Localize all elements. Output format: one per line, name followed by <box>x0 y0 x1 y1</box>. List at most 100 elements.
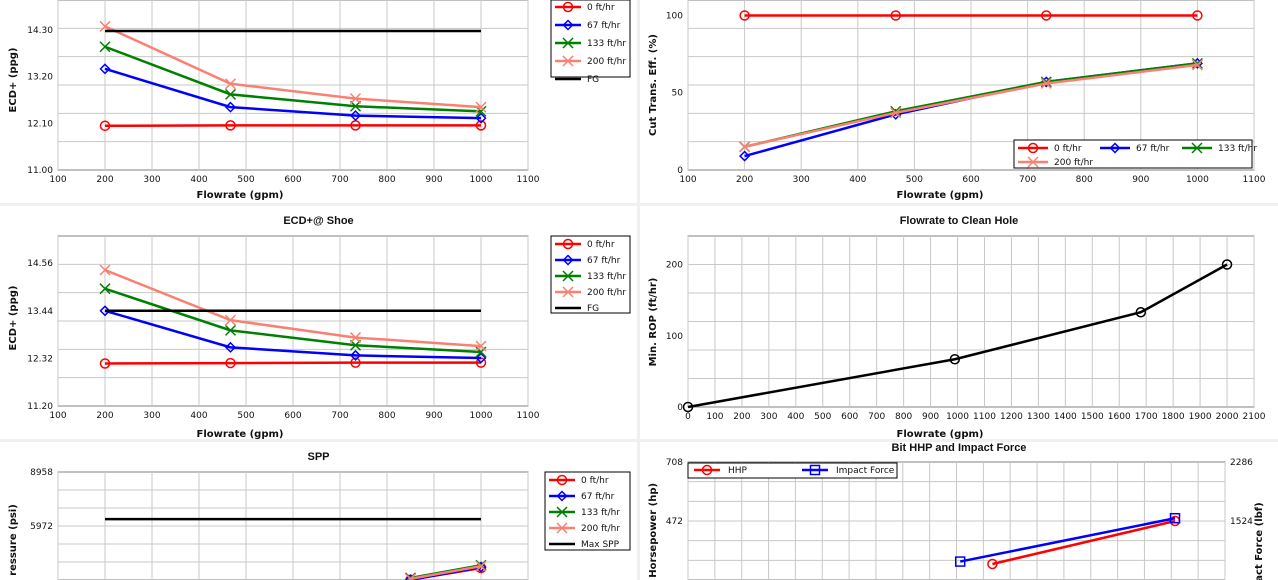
x-tick-label-flow-clean-8: 800 <box>895 412 912 422</box>
y-tick-label-ecd-bit-1: 12.10 <box>27 119 53 129</box>
legend-box-bit-hhp <box>687 462 898 479</box>
y-tick-label-bit-hhp-0: 472 <box>666 517 683 527</box>
legend-label-ecd-shoe-2: 133 ft/hr <box>587 272 626 282</box>
legend-swatch-cut-trans-1 <box>1100 142 1130 154</box>
x-tick-label-ecd-bit-10: 1100 <box>517 175 540 185</box>
series-line-ecd-bit-1 <box>104 67 482 120</box>
legend-label-bit-hhp-1: Impact Force <box>836 466 895 476</box>
point-ecd-shoe-2-0 <box>99 283 111 295</box>
legend-label-spp-1: 67 ft/hr <box>581 492 615 502</box>
x-tick-label-cut-trans-8: 900 <box>1132 175 1149 185</box>
x-axis-label-ecd-bit: Flowrate (gpm) <box>197 190 284 201</box>
point-spp-3-1 <box>475 560 487 572</box>
y-tick-label-bit-hhp-1: 708 <box>666 458 683 468</box>
point-flow-clean-0-2 <box>1135 306 1147 318</box>
y-axis-label-cut-trans: Cut Trans. Eff. (%) <box>648 34 659 136</box>
y-tick-label-flow-clean-2: 200 <box>666 261 683 271</box>
legend-label-ecd-shoe-3: 200 ft/hr <box>587 288 626 298</box>
x-tick-label-flow-clean-17: 1700 <box>1135 412 1158 422</box>
x-axis-label-cut-trans: Flowrate (gpm) <box>897 190 984 201</box>
point-ecd-bit-1-1 <box>224 101 237 113</box>
series-group-bit-hhp <box>954 512 1181 570</box>
point-bit-hhp-1-1 <box>1169 512 1181 524</box>
legend-label-ecd-bit-2: 133 ft/hr <box>587 39 626 49</box>
x-tick-label-flow-clean-6: 600 <box>841 412 858 422</box>
x-tick-label-ecd-bit-4: 500 <box>237 175 254 185</box>
x-tick-label-cut-trans-0: 100 <box>679 175 696 185</box>
x-tick-label-ecd-bit-3: 400 <box>190 175 207 185</box>
point-ecd-bit-1-3 <box>475 112 487 124</box>
y-tick-label-flow-clean-1: 100 <box>666 332 683 342</box>
x-tick-label-cut-trans-9: 1000 <box>1186 175 1209 185</box>
point-cut-trans-3-2 <box>1040 77 1052 89</box>
legend-label-spp-2: 133 ft/hr <box>581 508 620 518</box>
x-tick-label-flow-clean-18: 1800 <box>1162 412 1185 422</box>
x-tick-label-flow-clean-1: 100 <box>706 412 723 422</box>
point-ecd-shoe-1-3 <box>475 352 487 364</box>
x-tick-label-cut-trans-7: 800 <box>1076 175 1093 185</box>
legend-label-cut-trans-2: 133 ft/hr <box>1218 144 1257 154</box>
legend-swatch-ecd-shoe-3 <box>555 286 581 298</box>
series-group-cut-trans <box>739 10 1203 162</box>
legend-swatch-spp-1 <box>549 490 575 502</box>
point-ecd-bit-1-0 <box>99 63 111 75</box>
x-tick-label-ecd-shoe-5: 600 <box>284 411 301 421</box>
y-tick-label-ecd-shoe-1: 12.32 <box>27 354 53 364</box>
x-tick-label-ecd-shoe-9: 1000 <box>470 411 493 421</box>
legend-label-spp-0: 0 ft/hr <box>581 476 609 486</box>
x-axis-label-flow-clean: Flowrate (gpm) <box>897 429 984 440</box>
series-line-ecd-bit-2 <box>104 45 482 113</box>
legend-swatch-ecd-shoe-2 <box>555 270 581 282</box>
series-group-ecd-bit <box>99 20 487 132</box>
y-axis-label-bit-hhp: c Horsepower (hp) <box>648 483 659 580</box>
point-cut-trans-2-3 <box>1191 57 1203 69</box>
point-bit-hhp-1-0 <box>954 556 966 567</box>
y-tick-label-cut-trans-1: 50 <box>672 89 684 99</box>
point-cut-trans-0-0 <box>739 10 750 21</box>
legend-label-ecd-bit-3: 200 ft/hr <box>587 57 626 67</box>
x-tick-label-ecd-bit-0: 100 <box>49 175 66 185</box>
legend-swatch-bit-hhp-1 <box>802 464 828 476</box>
legend-swatch-cut-trans-3 <box>1018 156 1048 168</box>
x-tick-label-flow-clean-3: 300 <box>760 412 777 422</box>
y-axis-label-ecd-shoe: ECD+ (ppg) <box>8 286 19 351</box>
x-tick-label-ecd-bit-1: 200 <box>96 175 113 185</box>
x-tick-label-flow-clean-10: 1000 <box>946 412 969 422</box>
legend-swatch-spp-2 <box>549 506 575 518</box>
x-tick-label-cut-trans-3: 400 <box>849 175 866 185</box>
y-axis-label-ecd-bit: ECD+ (ppg) <box>8 48 19 113</box>
series-line-ecd-shoe-2 <box>104 287 482 354</box>
y-tick-label-ecd-shoe-2: 13.44 <box>27 307 53 317</box>
y-tick-label-ecd-bit-3: 14.30 <box>27 26 53 36</box>
x-tick-label-ecd-bit-8: 900 <box>425 175 442 185</box>
x-tick-label-flow-clean-16: 1600 <box>1108 412 1131 422</box>
x-tick-label-flow-clean-5: 500 <box>814 412 831 422</box>
x-tick-label-ecd-bit-7: 800 <box>378 175 395 185</box>
legend-label-bit-hhp-0: HHP <box>728 466 748 476</box>
legend-swatch-ecd-shoe-0 <box>555 238 581 250</box>
point-flow-clean-0-1 <box>949 354 961 365</box>
x-tick-label-ecd-bit-9: 1000 <box>470 175 493 185</box>
y-tick-label-spp-0: 5972 <box>30 522 53 532</box>
legend-label-ecd-shoe-1: 67 ft/hr <box>587 256 621 266</box>
y-tick-label-cut-trans-2: 100 <box>666 11 683 21</box>
point-ecd-shoe-1-1 <box>224 341 237 353</box>
x-tick-label-flow-clean-11: 1100 <box>973 412 996 422</box>
y-tick-label-ecd-shoe-0: 11.20 <box>27 402 53 412</box>
series-group-ecd-shoe <box>99 264 487 369</box>
legend-swatch-ecd-bit-1 <box>555 19 581 31</box>
series-line-ecd-shoe-3 <box>104 268 482 348</box>
x-tick-label-ecd-shoe-6: 700 <box>331 411 348 421</box>
point-cut-trans-0-3 <box>1192 10 1203 21</box>
point-bit-hhp-0-0 <box>987 558 998 570</box>
point-cut-trans-0-1 <box>890 10 901 21</box>
point-ecd-shoe-3-3 <box>475 340 487 352</box>
point-ecd-bit-0-0 <box>99 120 111 132</box>
y2-tick-label-bit-hhp-1: 2286 <box>1230 458 1253 468</box>
point-ecd-shoe-0-3 <box>475 357 487 368</box>
legend-box-cut-trans <box>1013 139 1253 169</box>
legend-swatch-cut-trans-0 <box>1018 142 1048 154</box>
series-group-flow-clean <box>682 259 1233 413</box>
